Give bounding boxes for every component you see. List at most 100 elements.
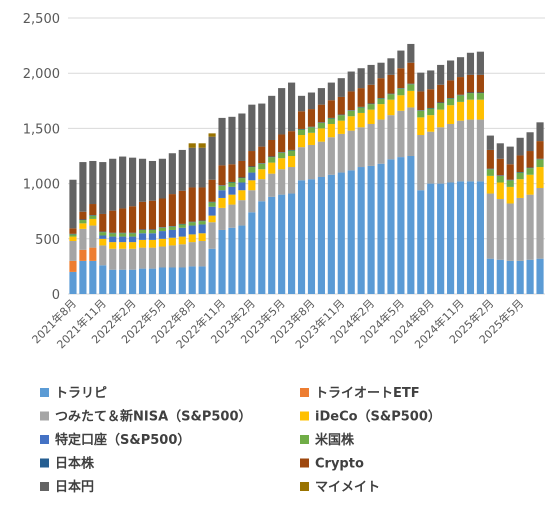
bar-segment <box>69 228 77 234</box>
bar-segment <box>307 92 316 110</box>
bar-segment <box>178 227 186 237</box>
bar-segment <box>89 247 97 261</box>
bar-segment <box>208 179 216 202</box>
bar-segment <box>476 119 484 182</box>
legend-label: Crypto <box>315 457 364 472</box>
bar-segment <box>427 108 435 116</box>
bar-segment <box>79 249 87 261</box>
bar-segment <box>248 190 256 213</box>
bar-segment <box>337 96 345 115</box>
bar-segment <box>138 201 147 230</box>
bar-segment <box>347 130 355 171</box>
bar-segment <box>536 141 544 159</box>
bar-segment <box>297 111 306 129</box>
bar-segment <box>506 179 514 181</box>
bar-segment <box>307 126 316 128</box>
bar-segment <box>397 157 405 294</box>
bar-segment <box>158 246 166 268</box>
bar-segment <box>109 236 117 243</box>
bar-segment <box>427 89 435 108</box>
bar-segment <box>158 238 166 247</box>
bar-segment <box>129 232 137 234</box>
bar-segment <box>268 162 276 174</box>
bar-segment <box>238 178 246 183</box>
bar-segment <box>466 92 475 94</box>
bar-segment <box>377 119 385 164</box>
legend-label: トライオートETF <box>315 386 420 401</box>
bar-segment <box>258 169 266 180</box>
bar-segment <box>307 132 316 145</box>
bar-segment <box>268 173 276 197</box>
bar-stack <box>89 160 97 294</box>
bar-segment <box>377 104 385 120</box>
bar-segment <box>456 95 465 102</box>
bar-segment <box>79 228 87 250</box>
bar-segment <box>447 98 455 106</box>
y-tick-label: 2,000 <box>23 67 60 82</box>
bar-stack <box>347 71 355 294</box>
bar-segment <box>148 268 157 294</box>
bar-segment <box>178 149 186 191</box>
legend-swatch <box>40 458 49 468</box>
legend-item: トライオートETF <box>300 386 420 401</box>
bar-segment <box>476 93 484 100</box>
legend-label: マイメイト <box>315 480 380 495</box>
bar-segment <box>268 157 276 163</box>
bar-segment <box>357 112 365 128</box>
bar-segment <box>109 233 117 237</box>
bar-segment <box>516 197 524 261</box>
bar-segment <box>89 260 97 294</box>
bar-segment <box>99 265 107 294</box>
bar-segment <box>129 242 137 249</box>
bar-segment <box>486 168 494 170</box>
bar-segment <box>367 103 375 105</box>
bar-segment <box>288 167 296 194</box>
bar-segment <box>258 103 266 147</box>
bar-segment <box>278 88 286 135</box>
bar-segment <box>486 258 494 294</box>
bar-segment <box>337 115 345 121</box>
bar-segment <box>516 172 524 173</box>
bar-segment <box>516 260 524 294</box>
bar-segment <box>208 222 216 249</box>
bar-segment <box>258 201 266 294</box>
bar-segment <box>268 95 276 140</box>
bar-segment <box>79 211 87 220</box>
bar-segment <box>437 84 445 103</box>
bar-segment <box>496 175 504 183</box>
bar-segment <box>347 116 355 131</box>
bar-segment <box>109 210 117 233</box>
bar-segment <box>496 199 504 260</box>
bar-segment <box>158 267 166 294</box>
bar-segment <box>198 143 206 148</box>
bar-stack <box>387 58 395 294</box>
bar-segment <box>148 239 157 248</box>
bar-segment <box>466 119 475 182</box>
bar-segment <box>347 170 355 294</box>
bar-segment <box>367 84 375 104</box>
bar-segment <box>427 131 435 184</box>
bar-segment <box>456 181 465 294</box>
bar-segment <box>109 248 117 270</box>
bar-stack <box>317 88 325 294</box>
bar-segment <box>79 260 87 294</box>
bar-segment <box>526 151 534 168</box>
y-axis-tick-labels: 0 500 1,000 1,500 2,000 2,500 <box>23 12 60 303</box>
bar-segment <box>258 163 266 170</box>
bar-segment <box>357 68 365 89</box>
y-tick-label: 500 <box>35 233 60 248</box>
bar-segment <box>99 245 107 266</box>
bar-segment <box>397 50 405 69</box>
bar-segment <box>347 110 355 111</box>
bar-segment <box>397 88 405 96</box>
bar-segment <box>466 74 475 93</box>
bar-segment <box>466 52 475 75</box>
bar-segment <box>526 174 534 195</box>
bar-segment <box>317 128 325 142</box>
bar-segment <box>417 110 425 118</box>
bar-segment <box>218 185 226 191</box>
bar-segment <box>506 260 514 294</box>
bar-stack <box>367 64 375 294</box>
bar-stack <box>337 78 345 294</box>
